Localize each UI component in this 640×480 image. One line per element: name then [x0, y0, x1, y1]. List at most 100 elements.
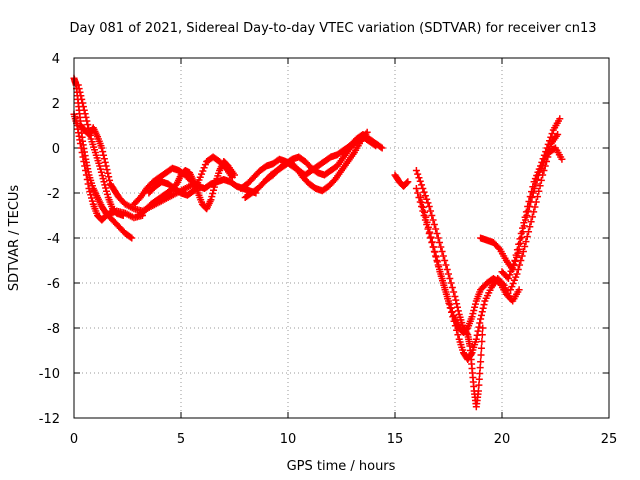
data-point	[476, 319, 484, 327]
data-point	[82, 167, 90, 174]
y-tick-label: -8	[47, 322, 60, 337]
data-point	[102, 162, 110, 170]
data-point	[544, 153, 552, 161]
data-point	[414, 189, 422, 197]
data-point	[79, 153, 87, 161]
series-track-7	[145, 153, 236, 199]
data-point	[529, 183, 537, 191]
series-track-10	[263, 133, 380, 183]
data-point	[463, 329, 471, 337]
data-point	[378, 144, 386, 152]
data-point	[520, 219, 528, 227]
data-point	[79, 99, 87, 107]
data-point	[445, 299, 453, 307]
y-axis-label: SDTVAR / TECUs	[7, 185, 22, 292]
data-point	[86, 131, 94, 139]
data-point	[420, 188, 428, 196]
data-point	[428, 238, 436, 246]
data-point	[85, 124, 93, 132]
series-track-17	[507, 144, 566, 294]
data-point	[434, 234, 442, 242]
data-point	[506, 271, 514, 279]
data-point	[495, 244, 503, 252]
data-point	[75, 85, 83, 93]
data-point	[429, 216, 437, 224]
data-point	[507, 286, 515, 294]
data-point	[446, 304, 454, 312]
data-point	[103, 190, 111, 198]
data-point	[522, 238, 530, 246]
chart-title: Day 081 of 2021, Sidereal Day-to-day VTE…	[69, 21, 596, 36]
data-point	[363, 128, 371, 136]
data-point	[419, 185, 427, 192]
data-point	[543, 158, 551, 165]
data-point	[78, 149, 86, 156]
data-point	[77, 92, 85, 100]
data-point	[79, 103, 87, 111]
data-point	[412, 167, 420, 174]
data-point	[428, 212, 436, 219]
data-point	[477, 358, 485, 366]
data-point	[472, 335, 480, 343]
data-point	[474, 387, 482, 395]
data-point	[97, 168, 105, 176]
data-point	[526, 223, 534, 231]
data-point	[512, 251, 520, 259]
data-point	[541, 162, 549, 170]
data-point	[417, 194, 425, 201]
data-point	[210, 186, 218, 194]
data-point	[524, 203, 532, 210]
data-point	[100, 151, 108, 159]
data-point	[548, 130, 556, 138]
data-point	[80, 158, 88, 165]
data-point	[85, 185, 93, 192]
data-point	[536, 182, 544, 190]
data-point	[527, 218, 535, 226]
data-point	[441, 257, 449, 264]
data-point	[207, 196, 215, 204]
data-point	[477, 351, 485, 359]
data-point	[511, 257, 519, 264]
x-tick-label: 10	[280, 432, 297, 447]
data-point	[454, 331, 462, 339]
x-tick-label: 25	[601, 432, 618, 447]
data-point	[440, 281, 448, 289]
data-point	[84, 180, 92, 188]
data-point	[86, 188, 94, 196]
data-point	[533, 171, 541, 179]
data-point	[534, 168, 542, 176]
data-point	[544, 140, 552, 148]
data-point	[83, 176, 91, 183]
data-point	[80, 106, 88, 114]
data-point	[510, 260, 518, 268]
data-point	[98, 171, 106, 179]
data-point	[81, 162, 89, 170]
data-point	[198, 170, 206, 178]
data-point	[422, 213, 430, 221]
data-point	[199, 167, 207, 175]
data-point	[510, 276, 518, 284]
data-point	[531, 203, 539, 211]
data-point	[556, 115, 564, 123]
data-point	[119, 212, 127, 219]
data-point	[558, 155, 566, 163]
data-point	[103, 187, 111, 195]
data-point	[370, 141, 378, 149]
data-point	[210, 183, 218, 191]
series-track-14	[412, 167, 487, 411]
data-point	[475, 381, 483, 389]
data-point	[508, 264, 516, 272]
data-point	[519, 248, 527, 255]
data-point	[102, 184, 110, 192]
data-point	[415, 174, 423, 182]
data-point	[421, 192, 429, 200]
data-point	[101, 181, 109, 189]
data-point	[438, 248, 446, 255]
data-point	[442, 261, 450, 269]
data-point	[474, 327, 482, 335]
data-point	[521, 243, 529, 251]
data-point	[446, 275, 454, 282]
data-point	[424, 199, 432, 207]
data-point	[404, 178, 412, 186]
